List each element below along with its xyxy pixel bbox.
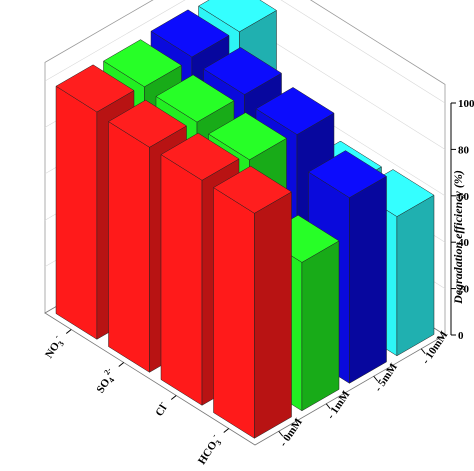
bar-face-right bbox=[396, 194, 435, 357]
z-axis-title: Degradation efficiency (%) bbox=[451, 170, 465, 305]
z-tick-label: 60 bbox=[458, 191, 470, 203]
bar-face-top bbox=[155, 74, 235, 123]
bar-face-left bbox=[160, 154, 203, 406]
anion-label-text: Cl- bbox=[151, 399, 171, 419]
z-tick-label: 100 bbox=[458, 98, 474, 110]
bar-face-right bbox=[254, 191, 292, 439]
conc-tick bbox=[420, 348, 426, 355]
anion-tick bbox=[118, 362, 125, 367]
bar-face-left bbox=[55, 85, 98, 340]
anion-label: NO3- bbox=[41, 333, 68, 362]
anion-sup: 2- bbox=[102, 366, 113, 377]
conc-tick bbox=[325, 403, 331, 410]
gridline bbox=[44, 0, 446, 104]
z-tick-label: 80 bbox=[458, 144, 470, 156]
anion-sub: 4 bbox=[107, 376, 117, 384]
z-tick-label: 0 bbox=[458, 330, 464, 342]
anion-tick bbox=[65, 329, 72, 334]
anion-sub: 3 bbox=[56, 340, 66, 348]
bar-face-top bbox=[255, 87, 335, 135]
z-tick-label: 40 bbox=[458, 237, 470, 249]
anion-tick bbox=[170, 395, 177, 400]
bar-3-0 bbox=[213, 165, 292, 439]
bar-face-top bbox=[103, 39, 182, 88]
anion-label-text: NO3- bbox=[41, 333, 68, 362]
bar-group bbox=[55, 0, 435, 439]
anion-label: SO42- bbox=[92, 366, 120, 397]
conc-tick bbox=[278, 430, 284, 437]
anion-label: HCO3- bbox=[193, 432, 225, 468]
bar-face-top bbox=[198, 0, 277, 33]
bar-face-top bbox=[208, 112, 287, 161]
z-tick-label: 20 bbox=[458, 284, 470, 296]
conc-tick bbox=[373, 375, 379, 382]
anion-main: Cl bbox=[153, 403, 169, 419]
anion-label: Cl- bbox=[151, 399, 171, 419]
anion-sup: - bbox=[157, 399, 166, 406]
bar-face-left bbox=[213, 187, 255, 439]
bar-face-top bbox=[55, 64, 135, 113]
bar-face-top bbox=[203, 47, 282, 95]
bar-face-top bbox=[150, 9, 230, 58]
bar-face-top bbox=[213, 165, 292, 214]
bar-face-top bbox=[108, 99, 187, 148]
bar-face-right bbox=[349, 175, 387, 384]
anion-sup: - bbox=[52, 333, 61, 340]
anion-label-text: HCO3- bbox=[193, 432, 225, 468]
anion-tick bbox=[223, 428, 230, 433]
anion-sub: 3 bbox=[214, 439, 224, 447]
bar-face-left bbox=[108, 121, 150, 373]
anion-label-text: SO42- bbox=[92, 366, 120, 397]
bar-face-top bbox=[160, 132, 240, 181]
bar-face-top bbox=[308, 150, 387, 198]
bar-face-right bbox=[301, 240, 340, 412]
anion-sup: - bbox=[209, 432, 218, 439]
